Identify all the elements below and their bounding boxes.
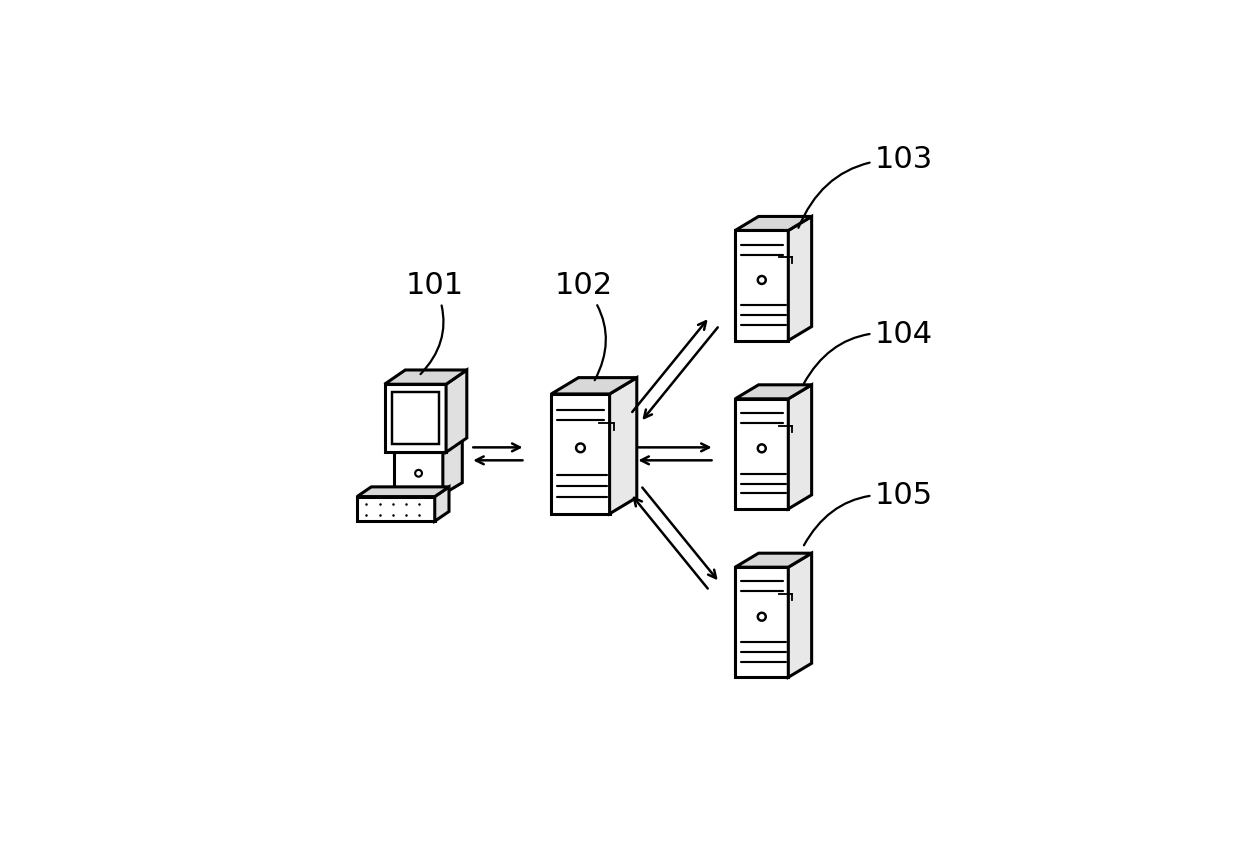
Text: 104: 104 bbox=[804, 320, 934, 383]
Polygon shape bbox=[357, 487, 449, 496]
Circle shape bbox=[758, 613, 766, 621]
Polygon shape bbox=[789, 385, 812, 509]
Polygon shape bbox=[392, 393, 439, 444]
Polygon shape bbox=[735, 216, 812, 230]
Polygon shape bbox=[552, 394, 610, 514]
Polygon shape bbox=[552, 378, 637, 394]
Polygon shape bbox=[735, 399, 789, 509]
Polygon shape bbox=[789, 216, 812, 341]
Text: 103: 103 bbox=[799, 145, 934, 228]
Polygon shape bbox=[610, 378, 637, 514]
Polygon shape bbox=[394, 441, 463, 452]
Polygon shape bbox=[735, 230, 789, 341]
Text: 102: 102 bbox=[554, 271, 613, 380]
Circle shape bbox=[577, 443, 585, 452]
Circle shape bbox=[758, 276, 766, 284]
Polygon shape bbox=[384, 370, 466, 384]
Polygon shape bbox=[789, 553, 812, 677]
Polygon shape bbox=[443, 441, 463, 495]
Polygon shape bbox=[735, 567, 789, 677]
Polygon shape bbox=[435, 487, 449, 521]
Polygon shape bbox=[735, 385, 812, 399]
Polygon shape bbox=[735, 553, 812, 567]
Polygon shape bbox=[384, 384, 446, 452]
Circle shape bbox=[758, 444, 766, 452]
Polygon shape bbox=[394, 452, 443, 495]
Circle shape bbox=[415, 470, 422, 477]
Polygon shape bbox=[357, 496, 435, 521]
Text: 101: 101 bbox=[405, 271, 464, 374]
Polygon shape bbox=[446, 370, 466, 452]
Text: 105: 105 bbox=[804, 481, 934, 545]
